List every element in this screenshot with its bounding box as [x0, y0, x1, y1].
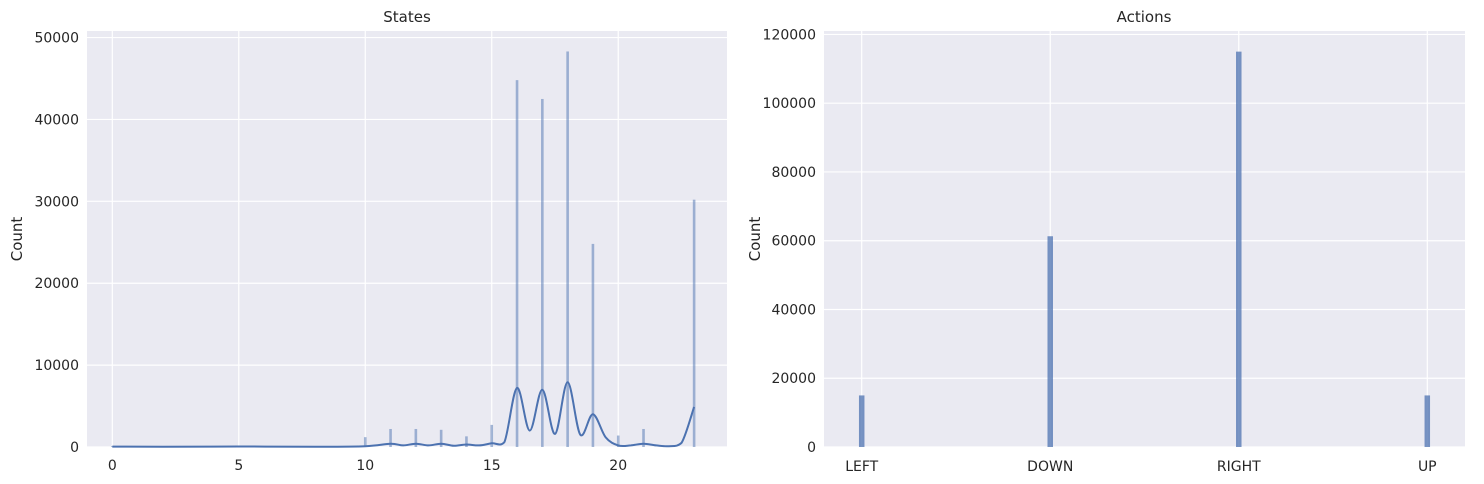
actions-bars: [858, 51, 1431, 447]
actions-bar-up: [1424, 395, 1431, 447]
states-bar: [642, 428, 645, 447]
actions-y-tick-label: 100000: [763, 96, 816, 112]
states-bar: [389, 428, 392, 447]
actions-bar-down: [1047, 236, 1053, 447]
states-x-ticks: 0 5 10 15 20: [108, 458, 627, 474]
states-y-ticks: 0 10000 20000 30000 40000 50000: [34, 31, 79, 456]
states-x-tick-label: 20: [609, 458, 627, 474]
states-x-tick-label: 5: [234, 458, 243, 474]
actions-y-ticks: 0 20000 40000 60000 80000 100000 120000: [763, 27, 816, 456]
actions-y-tick-label: 120000: [763, 27, 816, 43]
states-bar: [465, 436, 468, 447]
states-kde-line: [112, 381, 696, 448]
actions-x-tick-label: LEFT: [845, 459, 878, 475]
states-grid: [87, 31, 727, 448]
actions-x-ticks: LEFT DOWN RIGHT UP: [845, 459, 1436, 475]
states-bar: [566, 51, 569, 447]
actions-y-tick-label: 40000: [771, 302, 816, 318]
actions-title: Actions: [1117, 8, 1172, 26]
states-bar: [439, 429, 443, 447]
states-plot-area: [87, 31, 727, 447]
actions-x-tick-label: RIGHT: [1217, 459, 1261, 475]
states-bar: [541, 98, 544, 447]
states-chart: 0 10000 20000 30000 40000 50000 0 5 10 15 20 Stat…: [8, 8, 727, 474]
actions-y-tick-label: 0: [807, 440, 816, 456]
states-bar: [591, 243, 595, 447]
states-bars: [110, 51, 696, 448]
states-y-tick-label: 50000: [34, 31, 79, 47]
states-bar: [110, 446, 114, 447]
actions-chart: 0 20000 40000 60000 80000 100000 120000 LEFT DO…: [746, 8, 1465, 475]
actions-y-axis-label: Count: [746, 217, 764, 262]
states-y-tick-label: 20000: [34, 276, 79, 292]
actions-bar-left: [858, 395, 865, 447]
states-bar: [515, 80, 519, 448]
states-title: States: [383, 8, 431, 26]
actions-y-tick-label: 20000: [771, 371, 816, 387]
states-x-tick-label: 10: [356, 458, 374, 474]
states-bar: [692, 199, 696, 447]
actions-y-tick-label: 80000: [771, 165, 816, 181]
states-x-tick-label: 0: [108, 458, 117, 474]
states-bar: [616, 435, 620, 447]
states-x-tick-label: 15: [483, 458, 501, 474]
states-bar: [363, 437, 367, 447]
actions-plot-area: [824, 31, 1465, 447]
actions-bar-right: [1236, 51, 1242, 447]
actions-y-tick-label: 60000: [771, 234, 816, 250]
states-bar: [414, 428, 418, 447]
states-y-tick-label: 10000: [34, 358, 79, 374]
states-bar: [490, 424, 494, 447]
states-y-axis-label: Count: [8, 217, 26, 262]
states-y-tick-label: 40000: [34, 112, 79, 128]
states-y-tick-label: 0: [70, 440, 79, 456]
actions-x-tick-label: UP: [1418, 459, 1437, 475]
states-y-tick-label: 30000: [34, 194, 79, 210]
actions-x-tick-label: DOWN: [1027, 459, 1073, 475]
